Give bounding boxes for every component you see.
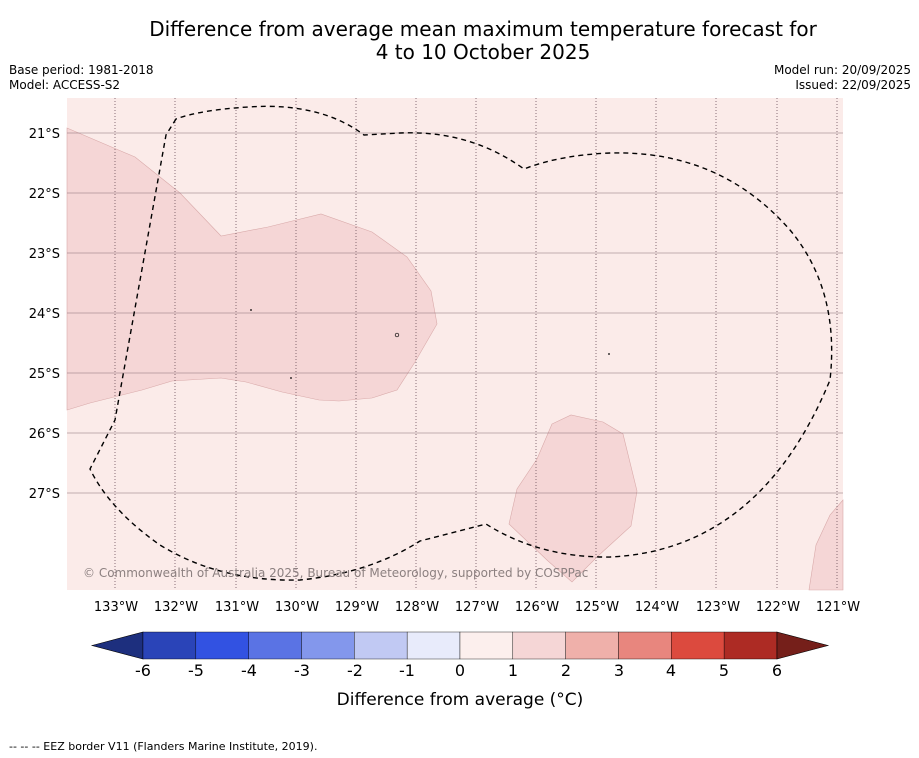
feature-ring: [394, 332, 400, 338]
colorbar-swatch: [301, 631, 355, 660]
lon-label: 123°W: [696, 600, 740, 615]
lon-label: 132°W: [154, 600, 198, 615]
colorbar-swatch: [618, 631, 672, 660]
colorbar-swatch: [723, 631, 778, 660]
lon-label: 127°W: [455, 600, 499, 615]
colorbar-tick: 0: [455, 661, 465, 680]
meta-left: Base period: 1981-2018 Model: ACCESS-S2: [9, 63, 154, 93]
colorbar-swatch: [142, 631, 197, 660]
colorbar-swatch: [406, 631, 461, 660]
meta-right: Model run: 20/09/2025 Issued: 22/09/2025: [774, 63, 911, 93]
lat-label: 25°S: [29, 367, 60, 382]
colorbar-tick: -2: [347, 661, 363, 680]
feature-dot: [250, 309, 252, 311]
issued-date: Issued: 22/09/2025: [795, 78, 911, 92]
model-name: Model: ACCESS-S2: [9, 78, 121, 92]
feature-dot: [608, 353, 610, 355]
title-line-1: Difference from average mean maximum tem…: [149, 17, 817, 41]
colorbar-tick: -1: [399, 661, 415, 680]
lat-label: 23°S: [29, 247, 60, 262]
colorbar-swatch: [565, 631, 619, 660]
small-features: [250, 309, 610, 379]
model-run: Model run: 20/09/2025: [773, 63, 911, 77]
eez-footnote: -- -- -- EEZ border V11 (Flanders Marine…: [9, 740, 318, 753]
copyright-note: © Commonwealth of Australia 2025, Bureau…: [83, 566, 588, 580]
lon-label: 131°W: [215, 600, 259, 615]
colorbar-swatch: [248, 631, 302, 660]
colorbar-tick: 6: [772, 661, 782, 680]
colorbar-tick: -3: [294, 661, 310, 680]
colorbar-tick: -4: [241, 661, 257, 680]
base-period: Base period: 1981-2018: [9, 63, 154, 77]
colorbar-tick: -6: [135, 661, 151, 680]
lat-label: 27°S: [29, 487, 60, 502]
colorbar-tick: 4: [666, 661, 676, 680]
colorbar: [90, 631, 830, 660]
colorbar-label: Difference from average (°C): [337, 690, 584, 710]
lon-label: 124°W: [635, 600, 679, 615]
feature-dot: [290, 377, 292, 379]
lon-label: 128°W: [395, 600, 439, 615]
warm-region-southeast: [808, 499, 844, 591]
colorbar-swatch: [671, 631, 725, 660]
latitude-gridlines: [67, 132, 843, 494]
warm-anomaly-regions: [66, 127, 844, 591]
lon-label: 130°W: [275, 600, 319, 615]
lon-label: 126°W: [515, 600, 559, 615]
colorbar-tick: 1: [508, 661, 518, 680]
lon-label: 122°W: [756, 600, 800, 615]
colorbar-ticks: -6 -5 -4 -3 -2 -1 0 1 2 3 4 5 6: [135, 661, 782, 680]
colorbar-tick: 2: [561, 661, 571, 680]
colorbar-swatch: [354, 631, 408, 660]
latitude-labels: 21°S 22°S 23°S 24°S 25°S 26°S 27°S: [29, 127, 60, 502]
map-title: Difference from average mean maximum tem…: [0, 18, 919, 64]
lon-label: 133°W: [94, 600, 138, 615]
colorbar-extend-low: [90, 631, 144, 660]
eez-border: [89, 105, 833, 581]
colorbar-swatch: [195, 631, 249, 660]
lon-label: 125°W: [575, 600, 619, 615]
colorbar-extend-high: [776, 631, 830, 660]
warm-region-south: [508, 414, 638, 583]
longitude-labels: 133°W 132°W 131°W 130°W 129°W 128°W 127°…: [94, 600, 860, 615]
colorbar-tick: 3: [614, 661, 624, 680]
longitude-gridlines: [114, 98, 838, 590]
warm-region-west: [66, 127, 438, 411]
colorbar-tick: -5: [188, 661, 204, 680]
lat-label: 24°S: [29, 307, 60, 322]
colorbar-swatch: [512, 631, 566, 660]
lat-label: 21°S: [29, 127, 60, 142]
title-line-2: 4 to 10 October 2025: [375, 40, 591, 64]
lon-label: 121°W: [816, 600, 860, 615]
colorbar-swatch: [459, 631, 514, 660]
lat-label: 26°S: [29, 427, 60, 442]
lat-label: 22°S: [29, 187, 60, 202]
colorbar-tick: 5: [719, 661, 729, 680]
lon-label: 129°W: [335, 600, 379, 615]
